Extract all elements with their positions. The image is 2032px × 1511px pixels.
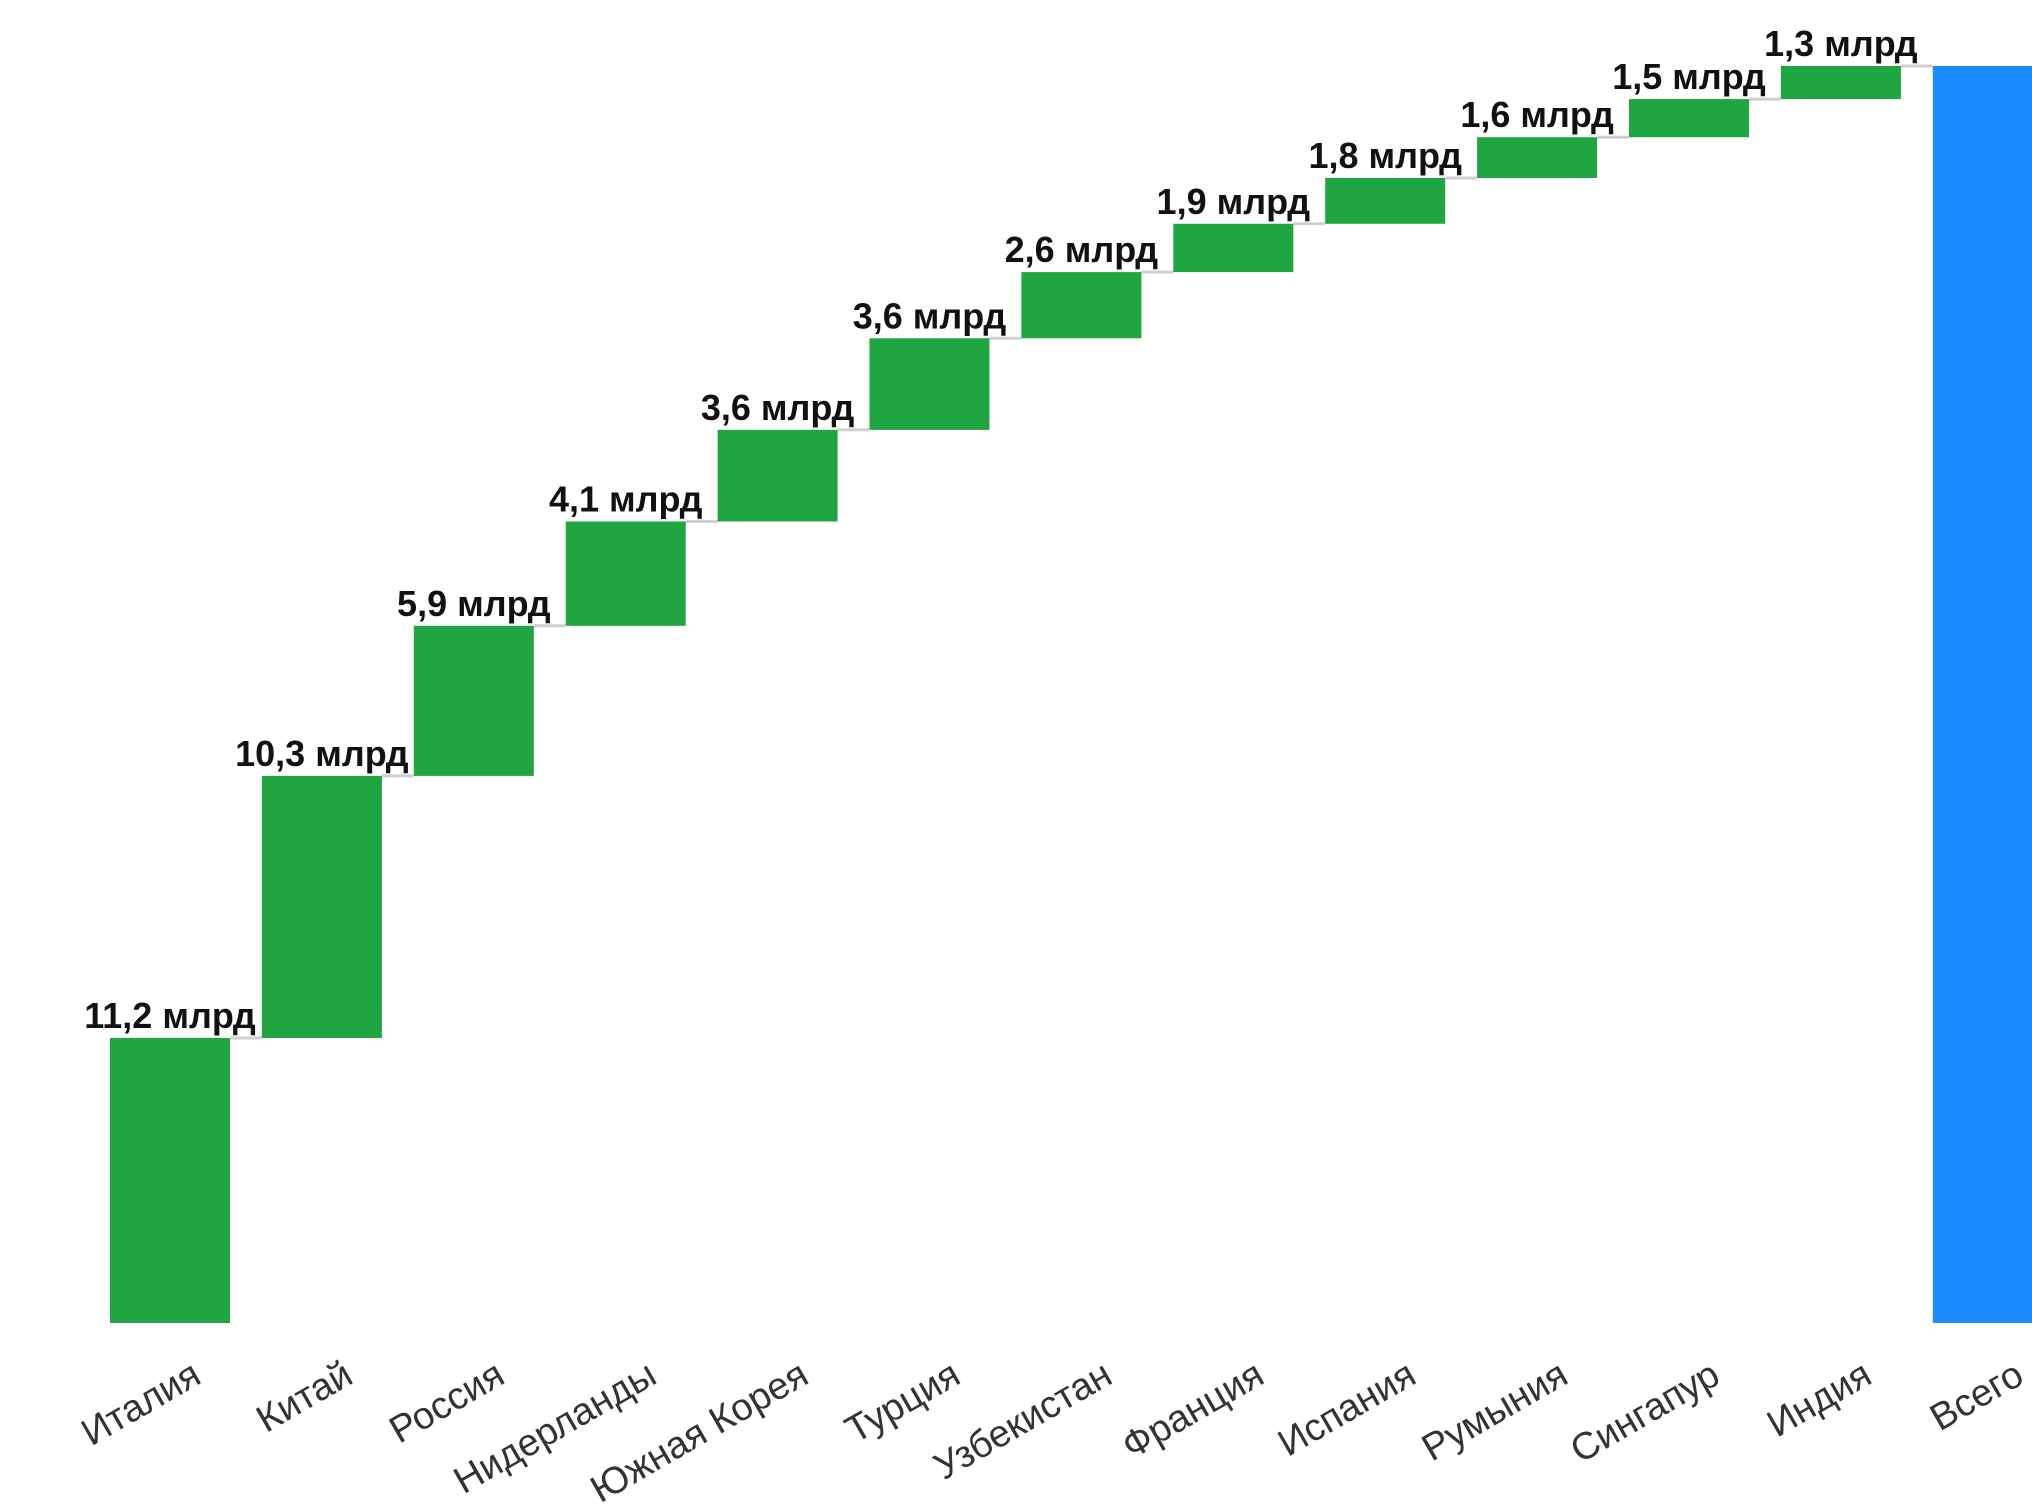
x-tick-label-россия: Россия <box>383 1353 512 1452</box>
x-tick-label-италия: Италия <box>75 1353 208 1454</box>
x-tick-label-китай: Китай <box>250 1353 360 1441</box>
bar-италия <box>110 1038 230 1323</box>
bar-всего <box>1932 66 2032 1323</box>
bar-испания <box>1325 177 1446 224</box>
bar-россия <box>413 625 534 776</box>
x-tick-label-турция: Турция <box>839 1353 968 1452</box>
x-tick-label-румыния: Румыния <box>1415 1353 1575 1469</box>
bar-румыния <box>1477 137 1598 178</box>
bar-индия <box>1780 66 1901 100</box>
x-tick-label-индия: Индия <box>1760 1353 1878 1446</box>
data-label-узбекистан: 2,6 млрд <box>1005 229 1159 270</box>
data-label-румыния: 1,6 млрд <box>1460 94 1614 135</box>
data-label-нидерланды: 4,1 млрд <box>549 478 703 519</box>
data-label-россия: 5,9 млрд <box>397 583 551 624</box>
data-labels-group: 11,2 млрд 10,3 млрд 5,9 млрд 4,1 млрд 3,6 мл… <box>84 23 1918 1036</box>
bar-франция <box>1173 223 1294 273</box>
x-tick-label-всего: Всего <box>1923 1353 2030 1439</box>
data-label-испания: 1,8 млрд <box>1308 135 1462 176</box>
data-label-южная-корея: 3,6 млрд <box>701 387 855 428</box>
data-label-китай: 10,3 млрд <box>235 733 409 774</box>
x-tick-label-испания: Испания <box>1271 1353 1423 1465</box>
bar-узбекистан <box>1021 272 1142 339</box>
bar-китай <box>261 775 382 1039</box>
bar-турция <box>869 338 990 430</box>
bar-нидерланды <box>565 521 686 626</box>
bars-group <box>110 66 2032 1323</box>
connector-lines <box>230 64 1933 1040</box>
data-label-индия: 1,3 млрд <box>1764 23 1918 64</box>
x-tick-label-сингапур: Сингапур <box>1564 1353 1727 1471</box>
data-label-сингапур: 1,5 млрд <box>1612 56 1766 97</box>
data-label-италия: 11,2 млрд <box>84 995 256 1036</box>
bar-южная-корея <box>717 429 838 522</box>
bar-сингапур <box>1629 99 1749 138</box>
data-label-турция: 3,6 млрд <box>853 295 1007 336</box>
x-tick-label-франция: Франция <box>1115 1353 1271 1467</box>
data-label-франция: 1,9 млрд <box>1157 181 1311 222</box>
